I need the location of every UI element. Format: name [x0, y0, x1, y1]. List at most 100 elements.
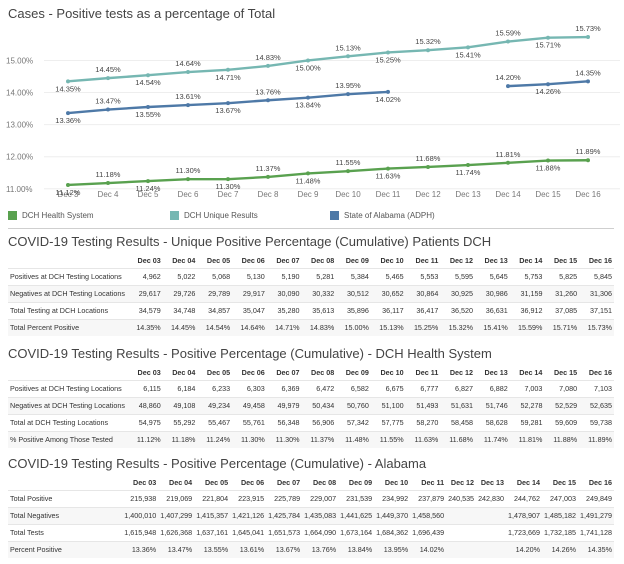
table-cell: 5,753: [509, 267, 545, 285]
table-header-row: Dec 03 Dec 04 Dec 05 Dec 06 Dec 07 Dec 08 Dec …: [8, 254, 614, 268]
table-cell: 11.89%: [579, 430, 614, 448]
table-cell: 14.83%: [301, 318, 337, 336]
x-tick-label: Dec 7: [218, 190, 239, 199]
table-cell: 50,434: [301, 396, 337, 414]
data-label: 11.89%: [576, 147, 601, 156]
table-cell: 5,825: [544, 267, 580, 285]
table-cell: 31,159: [509, 284, 545, 302]
header-cell: Dec 09: [348, 478, 373, 488]
data-label: 15.25%: [375, 55, 401, 64]
data-point: [386, 89, 390, 94]
series-line: [67, 159, 589, 187]
table-cell: 231,539: [338, 489, 375, 507]
data-label: 13.47%: [95, 97, 121, 106]
data-point: [186, 177, 190, 182]
table-cell: [476, 540, 507, 558]
data-label: 11.30%: [176, 166, 201, 175]
y-tick-label: 12.00%: [6, 153, 33, 162]
header-cell: [8, 366, 128, 380]
data-point: [346, 54, 350, 59]
table-cell: 59,609: [544, 413, 580, 431]
table-cell: 6,472: [301, 379, 337, 397]
table-cell: 1,645,041: [230, 523, 267, 541]
data-point: [186, 70, 190, 75]
table-cell: 34,857: [197, 301, 233, 319]
data-point: [506, 84, 510, 89]
table-cell: 6,184: [162, 379, 198, 397]
x-tick-label: Dec 10: [335, 190, 361, 199]
table-cell: 11.24%: [197, 430, 233, 448]
header-cell: [8, 254, 128, 268]
header-cell: Dec 16: [588, 368, 612, 378]
data-label: 14.35%: [55, 84, 81, 93]
data-label: 11.68%: [416, 154, 441, 163]
table-cell: 29,789: [197, 284, 233, 302]
table-cell: 5,022: [162, 267, 198, 285]
table-cell: 6,582: [336, 379, 371, 397]
table-cell: 1,421,126: [230, 506, 267, 524]
series-line: [67, 35, 589, 83]
data-point: [506, 39, 510, 44]
table-cell: 57,775: [370, 413, 406, 431]
header-cell: Dec 12: [450, 478, 475, 488]
table-cell: 14.71%: [266, 318, 302, 336]
table-cell: 14.45%: [162, 318, 198, 336]
header-cell: Dec 15: [552, 478, 577, 488]
table-cell: 5,130: [232, 267, 267, 285]
table-cell: 14.20%: [506, 540, 543, 558]
table-cell: 234,992: [374, 489, 411, 507]
data-point: [226, 67, 230, 72]
table-cell: 36,631: [475, 301, 510, 319]
table-cell: 6,882: [475, 379, 510, 397]
table-cell: 5,465: [370, 267, 406, 285]
table-cell: 29,726: [162, 284, 198, 302]
table-cell: 49,234: [197, 396, 233, 414]
table-cell: 244,762: [506, 489, 543, 507]
table-cell: 1,458,560: [410, 506, 447, 524]
table-cell: 13.61%: [230, 540, 267, 558]
row-label: Negatives at DCH Testing Locations: [8, 396, 128, 414]
table-cell: 11.12%: [128, 430, 163, 448]
data-label: 15.00%: [295, 63, 321, 72]
table-cell: 11.74%: [475, 430, 510, 448]
table-cell: 51,493: [405, 396, 441, 414]
table-cell: 14.02%: [410, 540, 447, 558]
table-cell: 11.88%: [544, 430, 580, 448]
table-cell: 29,917: [232, 284, 267, 302]
data-label: 13.36%: [55, 116, 81, 125]
table-cell: 11.18%: [162, 430, 198, 448]
table-cell: 15.73%: [579, 318, 614, 336]
data-point: [386, 166, 390, 171]
header-cell: Dec 05: [206, 256, 231, 266]
row-label: Total Testing at DCH Locations: [8, 301, 128, 319]
legend-item-state-of-alabama: State of Alabama (ADPH): [330, 208, 435, 222]
table-cell: 215,938: [122, 489, 159, 507]
table-cell: 249,849: [578, 489, 614, 507]
table-cell: 59,281: [509, 413, 545, 431]
table-cell: 51,100: [370, 396, 406, 414]
table-cell: 7,103: [579, 379, 614, 397]
header-cell: Dec 09: [345, 368, 369, 378]
x-tick-label: Dec 13: [455, 190, 481, 199]
row-label: Total Positive: [8, 489, 123, 507]
table-cell: 49,979: [266, 396, 302, 414]
row-label: Negatives at DCH Testing Locations: [8, 284, 128, 302]
table-cell: 5,845: [579, 267, 614, 285]
table-cell: 5,595: [440, 267, 476, 285]
row-label: % Positive Among Those Tested: [8, 430, 128, 448]
table-cell: 15.41%: [475, 318, 510, 336]
table-cell: 48,860: [128, 396, 163, 414]
data-label: 11.24%: [136, 184, 161, 193]
table-cell: 35,047: [232, 301, 267, 319]
table-cell: 6,303: [232, 379, 267, 397]
table-cell: 15.25%: [405, 318, 441, 336]
header-cell: Dec 09: [345, 256, 369, 266]
table-cell: 1,723,669: [506, 523, 543, 541]
data-label: 13.61%: [175, 92, 201, 101]
header-cell: Dec 03: [137, 256, 161, 266]
table-cell: 30,652: [370, 284, 406, 302]
table-cell: 15.32%: [440, 318, 476, 336]
x-tick-label: Dec 4: [98, 190, 119, 199]
data-point: [266, 63, 270, 68]
header-cell: Dec 07: [276, 256, 300, 266]
